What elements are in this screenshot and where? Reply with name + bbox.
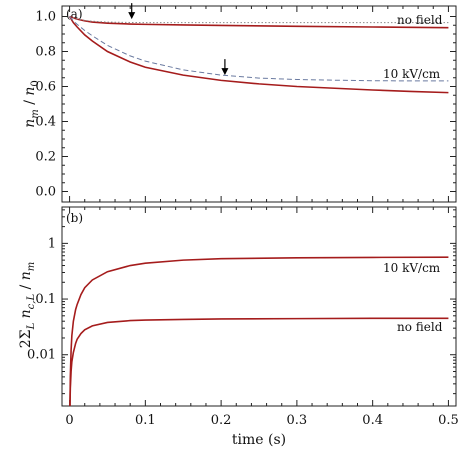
b-xtick-label: 0.1: [135, 413, 156, 428]
a-ytick-label: 0.2: [35, 150, 56, 165]
panel-b: (b) 0.01 0.1 1 0 0.1 0.2 0.3 0.4 0.5 10 kV/cm no…: [18, 206, 459, 448]
b-xtick-label: 0: [65, 413, 73, 428]
a-ytick-label: 0.6: [35, 80, 56, 95]
panel-b-label: (b): [66, 211, 83, 225]
panel-a: (a) 0.00.20.40.60.81.0 no field 10 kV/cm…: [22, 3, 457, 203]
panel-a-arrows: [128, 3, 229, 76]
panel-a-frame: [61, 5, 457, 203]
arrow-head-2: [221, 68, 229, 76]
b-ytick-label: 0.1: [35, 292, 56, 307]
b-xtick-label: 0.4: [362, 413, 383, 428]
panel-b-ticks: 0.01 0.1 1 0 0.1 0.2 0.3 0.4 0.5: [27, 207, 459, 428]
panel-b-series: [69, 256, 449, 407]
b-xtick-label: 0.3: [287, 413, 308, 428]
panel-a-ylabel: nm / n0: [22, 80, 41, 128]
arrow-head-1: [128, 12, 136, 20]
panel-a-series: [68, 15, 449, 94]
b-xtick-label: 0.5: [438, 413, 459, 428]
series-no-field-b: [69, 317, 449, 407]
b-ytick-label: 0.01: [27, 348, 56, 363]
label-no-field-a: no field: [397, 13, 443, 27]
panel-b-frame: [61, 206, 457, 407]
b-xtick-label: 0.2: [211, 413, 232, 428]
a-ytick-label: 1.0: [35, 10, 56, 25]
b-ytick-label: 1: [48, 236, 56, 251]
label-10kv-b: 10 kV/cm: [383, 261, 441, 275]
a-ytick-label: 0.8: [35, 45, 56, 60]
a-ytick-label: 0.0: [35, 185, 56, 200]
label-10kv-a: 10 kV/cm: [383, 67, 441, 81]
series-no-field-reference-a: [69, 16, 449, 24]
a-ytick-label: 0.4: [35, 115, 56, 130]
panel-b-ylabel: 2ΣL nc,L / nm: [18, 262, 37, 348]
label-no-field-b: no field: [397, 320, 443, 334]
series-10kv-b: [69, 256, 449, 407]
x-axis-title: time (s): [232, 432, 286, 448]
panel-a-ticks: 0.0 0.2 0.4 0.6 0.8 1.0: [35, 6, 456, 202]
series-10kv-a: [68, 16, 449, 94]
series-10kv-reference-a: [69, 16, 449, 82]
